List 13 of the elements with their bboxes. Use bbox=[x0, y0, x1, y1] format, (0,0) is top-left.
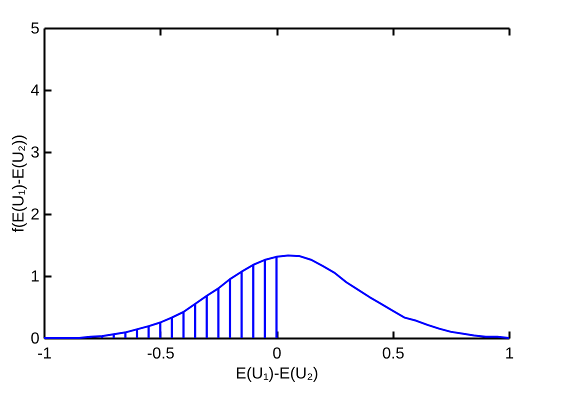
y-tick-label: 1 bbox=[30, 268, 40, 286]
x-tick-label: 1 bbox=[505, 346, 514, 362]
y-tick-label: 0 bbox=[30, 330, 40, 348]
x-tick-label: 0.5 bbox=[382, 346, 404, 362]
y-axis-title: f(E(U₁)-E(U₂)) bbox=[10, 134, 28, 232]
x-tick-label: -1 bbox=[37, 346, 52, 362]
y-tick-label: 3 bbox=[30, 144, 40, 162]
y-tick-label: 4 bbox=[30, 82, 40, 100]
y-tick-label: 5 bbox=[30, 20, 40, 38]
x-tick-label: -0.5 bbox=[146, 346, 175, 362]
y-tick-label: 2 bbox=[30, 206, 40, 224]
x-tick-label: 0 bbox=[272, 346, 282, 362]
x-axis-title: E(U₁)-E(U₂) bbox=[236, 366, 318, 382]
